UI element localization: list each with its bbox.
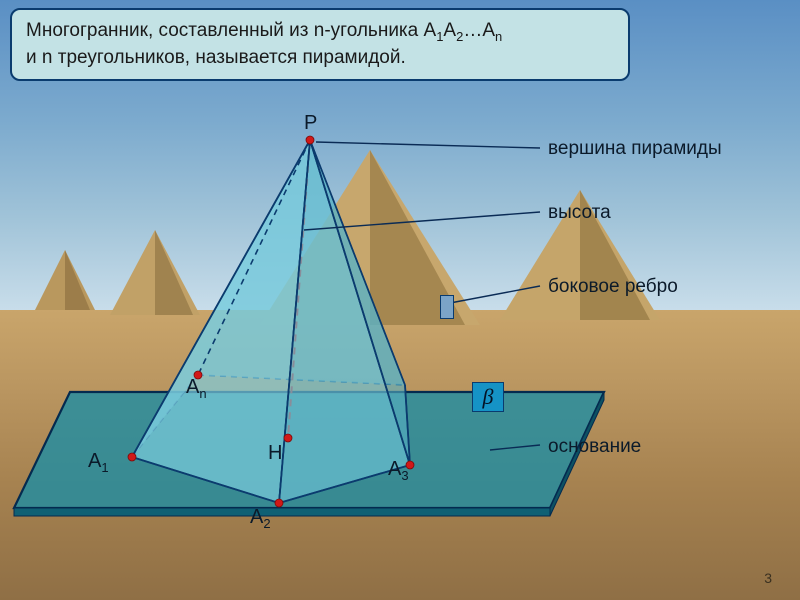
label-An: Аn [186,376,207,401]
label-A3-letter: А [388,458,401,480]
label-A1-sub: 1 [101,460,108,475]
bg-pyramid-small-2-shade [155,230,193,315]
beta-symbol: β [483,384,494,410]
label-A1-letter: А [88,450,101,472]
def-sub-3: n [495,29,502,44]
label-An-sub: n [199,386,206,401]
definition-text-1: Многогранник, составленный из n-угольник… [26,20,436,41]
label-A3-sub: 3 [401,468,408,483]
anno-apex: вершина пирамиды [548,138,722,160]
definition-text-2: и n треугольников, называется пирамидой. [26,47,406,68]
label-A3: А3 [388,458,409,483]
page-number: 3 [764,570,772,586]
label-P: P [304,112,317,135]
definition-box: Многогранник, составленный из n-угольник… [10,8,630,81]
beta-symbol-box: β [472,382,504,412]
label-A2-sub: 2 [263,516,270,531]
label-A2: А2 [250,506,271,531]
label-An-letter: А [186,376,199,398]
definition-text-m2: …А [463,20,495,41]
label-A2-letter: А [250,506,263,528]
sand [0,310,800,600]
anno-lateral-edge: боковое ребро [548,276,678,298]
anno-base: основание [548,436,641,458]
bg-pyramid-small-1-shade [65,250,90,310]
anno-height: высота [548,202,611,224]
definition-text-m1: А [443,20,456,41]
lateral-edge-marker [440,295,454,319]
label-A1: А1 [88,450,109,475]
background [0,0,800,600]
label-H: Н [268,442,282,465]
